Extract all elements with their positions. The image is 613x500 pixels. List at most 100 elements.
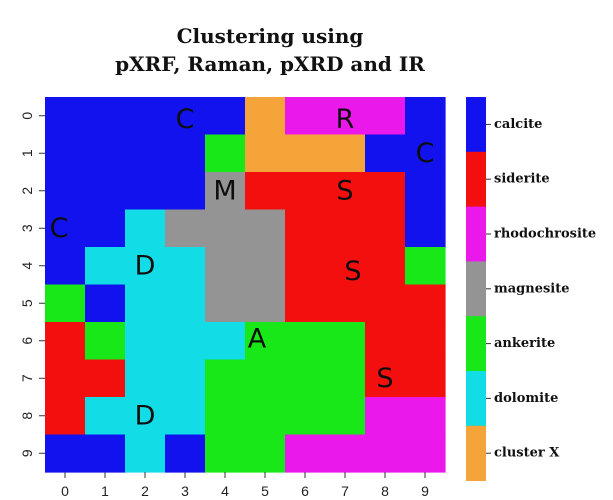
- heatmap-cell-8-7: [325, 397, 366, 436]
- y-tick-label-7: 7: [19, 374, 35, 382]
- x-tick-label-3: 3: [181, 483, 189, 499]
- annotation-label-3: M: [213, 175, 236, 206]
- legend-swatch-0: [466, 97, 486, 153]
- heatmap-cell-0-5: [245, 97, 286, 136]
- legend-swatch-5: [466, 371, 486, 427]
- heatmap-cell-1-9: [405, 134, 446, 173]
- heatmap-cell-0-0: [45, 97, 86, 136]
- y-tick-label-1: 1: [19, 149, 35, 157]
- chart-title: Clustering using pXRF, Raman, pXRD and I…: [60, 22, 480, 78]
- heatmap-cell-8-2: [125, 397, 166, 436]
- heatmap-cell-7-1: [85, 359, 126, 398]
- heatmap-cell-8-6: [285, 397, 326, 436]
- annotation-label-4: S: [336, 175, 353, 206]
- heatmap-cell-7-2: [125, 359, 166, 398]
- heatmap-cell-0-4: [205, 97, 246, 136]
- heatmap-cell-8-5: [245, 397, 286, 436]
- heatmap-cell-3-0: [45, 209, 86, 248]
- heatmap-cell-3-8: [365, 209, 406, 248]
- legend-swatch-2: [466, 206, 486, 262]
- heatmap-cell-6-9: [405, 322, 446, 361]
- heatmap-cell-0-3: [165, 97, 206, 136]
- heatmap-cell-4-9: [405, 247, 446, 286]
- heatmap-cell-5-8: [365, 284, 406, 323]
- heatmap-cell-7-7: [325, 359, 366, 398]
- heatmap-cell-4-8: [365, 247, 406, 286]
- heatmap-cell-9-6: [285, 434, 326, 473]
- heatmap-cell-5-9: [405, 284, 446, 323]
- y-tick-label-4: 4: [19, 262, 35, 270]
- heatmap-cell-4-4: [205, 247, 246, 286]
- heatmap-cell-2-3: [165, 172, 206, 211]
- legend-swatch-1: [466, 151, 486, 207]
- x-tick-label-9: 9: [421, 483, 429, 499]
- heatmap-cell-9-1: [85, 434, 126, 473]
- heatmap-cell-1-8: [365, 134, 406, 173]
- heatmap-cell-0-8: [365, 97, 406, 136]
- heatmap-cell-2-2: [125, 172, 166, 211]
- legend-label-1: siderite: [494, 172, 550, 187]
- heatmap-cell-7-3: [165, 359, 206, 398]
- y-tick-label-9: 9: [19, 449, 35, 457]
- legend-label-3: magnesite: [494, 281, 570, 296]
- heatmap-cell-0-9: [405, 97, 446, 136]
- legend-swatch-4: [466, 316, 486, 372]
- heatmap-cell-1-5: [245, 134, 286, 173]
- heatmap-cell-6-0: [45, 322, 86, 361]
- heatmap-cell-9-4: [205, 434, 246, 473]
- heatmap-cell-3-4: [205, 209, 246, 248]
- heatmap-cell-6-3: [165, 322, 206, 361]
- heatmap-cell-5-0: [45, 284, 86, 323]
- heatmap-cell-8-9: [405, 397, 446, 436]
- heatmap-cell-6-2: [125, 322, 166, 361]
- heatmap-cell-5-1: [85, 284, 126, 323]
- heatmap-cell-7-5: [245, 359, 286, 398]
- heatmap-cell-6-4: [205, 322, 246, 361]
- y-tick-label-5: 5: [19, 299, 35, 307]
- heatmap-cell-8-4: [205, 397, 246, 436]
- heatmap-cell-4-6: [285, 247, 326, 286]
- legend-label-0: calcite: [494, 117, 542, 132]
- heatmap-cell-3-5: [245, 209, 286, 248]
- heatmap-cell-1-1: [85, 134, 126, 173]
- heatmap-cell-2-7: [325, 172, 366, 211]
- heatmap-cell-0-2: [125, 97, 166, 136]
- heatmap-cell-2-5: [245, 172, 286, 211]
- y-tick-label-8: 8: [19, 412, 35, 420]
- y-tick-label-6: 6: [19, 337, 35, 345]
- heatmap-cell-2-4: [205, 172, 246, 211]
- heatmap-cell-0-1: [85, 97, 126, 136]
- heatmap-cell-5-6: [285, 284, 326, 323]
- heatmap-cell-0-7: [325, 97, 366, 136]
- heatmap-cell-5-2: [125, 284, 166, 323]
- heatmap-cell-9-3: [165, 434, 206, 473]
- heatmap-cell-1-6: [285, 134, 326, 173]
- heatmap-cell-2-1: [85, 172, 126, 211]
- annotation-label-7: S: [344, 256, 361, 287]
- heatmap-cell-1-2: [125, 134, 166, 173]
- chart-title-line-1: Clustering using: [176, 24, 364, 48]
- legend-label-5: dolomite: [494, 391, 558, 406]
- heatmap-cell-9-7: [325, 434, 366, 473]
- heatmap-cell-7-8: [365, 359, 406, 398]
- heatmap-cell-7-0: [45, 359, 86, 398]
- heatmap-cell-5-4: [205, 284, 246, 323]
- heatmap-cell-5-5: [245, 284, 286, 323]
- heatmap-cell-4-1: [85, 247, 126, 286]
- legend-label-4: ankerite: [494, 336, 555, 351]
- heatmap-cell-2-0: [45, 172, 86, 211]
- x-tick-label-0: 0: [61, 483, 69, 499]
- heatmap-cell-4-2: [125, 247, 166, 286]
- heatmap-cell-1-3: [165, 134, 206, 173]
- chart-title-line-2: pXRF, Raman, pXRD and IR: [115, 52, 425, 76]
- annotation-label-6: D: [135, 250, 156, 281]
- heatmap-cell-3-3: [165, 209, 206, 248]
- heatmap-cell-5-3: [165, 284, 206, 323]
- heatmap-cell-4-5: [245, 247, 286, 286]
- heatmap-cell-6-6: [285, 322, 326, 361]
- heatmap-cell-9-5: [245, 434, 286, 473]
- heatmap-cell-7-9: [405, 359, 446, 398]
- heatmap-cell-4-7: [325, 247, 366, 286]
- heatmap-cell-2-9: [405, 172, 446, 211]
